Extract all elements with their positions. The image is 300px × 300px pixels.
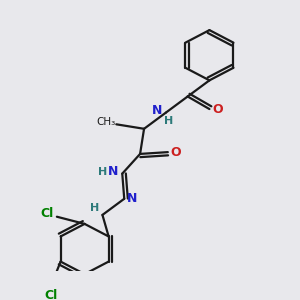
Text: N: N <box>152 104 162 117</box>
Text: N: N <box>127 192 137 205</box>
Text: CH₃: CH₃ <box>97 117 116 127</box>
Text: Cl: Cl <box>40 207 54 220</box>
Text: O: O <box>170 146 181 159</box>
Text: Cl: Cl <box>44 289 57 300</box>
Text: N: N <box>108 165 118 178</box>
Text: H: H <box>98 167 107 177</box>
Text: O: O <box>212 103 223 116</box>
Text: H: H <box>164 116 173 126</box>
Text: H: H <box>90 203 99 213</box>
